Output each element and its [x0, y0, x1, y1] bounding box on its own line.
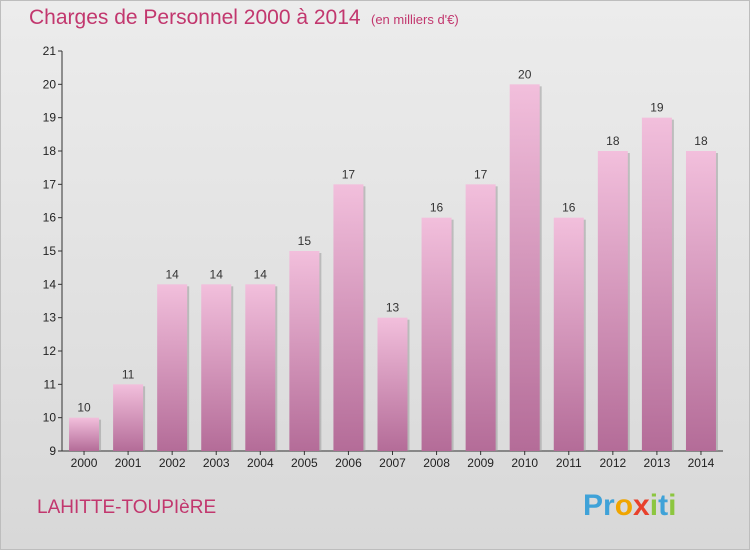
x-tick-label: 2011	[556, 456, 582, 470]
x-tick-label: 2009	[467, 456, 494, 470]
bar-value-label: 18	[606, 134, 620, 148]
y-tick-label: 18	[43, 144, 57, 158]
x-tick-label: 2010	[511, 456, 538, 470]
proxiti-logo: Proxiti	[583, 489, 676, 523]
x-tick-label: 2000	[71, 456, 98, 470]
y-tick-label: 10	[43, 411, 57, 425]
bar	[113, 384, 144, 451]
x-tick-label: 2005	[291, 456, 318, 470]
bar	[465, 184, 496, 452]
bar-value-label: 14	[210, 267, 224, 281]
y-tick-label: 16	[43, 211, 57, 225]
bar	[157, 284, 188, 451]
logo-letter: i	[668, 489, 677, 522]
x-tick-label: 2004	[247, 456, 274, 470]
bar-value-label: 14	[254, 267, 268, 281]
chart-subtitle: (en milliers d'€)	[371, 12, 459, 27]
logo-letter: P	[583, 489, 604, 522]
y-tick-label: 20	[43, 77, 57, 91]
bar-value-label: 15	[298, 234, 312, 248]
x-tick-label: 2006	[335, 456, 362, 470]
bar	[69, 417, 100, 451]
bar-value-label: 20	[518, 67, 532, 81]
bar	[509, 84, 540, 451]
bar-value-label: 14	[165, 267, 179, 281]
x-tick-label: 2002	[159, 456, 186, 470]
y-tick-label: 17	[43, 177, 57, 191]
y-tick-label: 21	[43, 44, 57, 58]
bar-value-label: 13	[386, 301, 400, 315]
logo-letter: i	[649, 489, 659, 522]
y-tick-label: 15	[43, 244, 57, 258]
bar-value-label: 18	[694, 134, 708, 148]
logo-letter: t	[658, 489, 669, 522]
bar	[377, 317, 408, 451]
bar-value-label: 11	[122, 367, 135, 381]
bar	[421, 217, 452, 451]
bar-value-label: 16	[430, 201, 444, 215]
bar-value-label: 19	[650, 101, 664, 115]
logo-letter: r	[603, 489, 615, 522]
y-tick-label: 11	[44, 377, 57, 391]
bar-value-label: 17	[342, 167, 356, 181]
y-tick-label: 13	[43, 311, 57, 325]
bar	[245, 284, 276, 451]
x-tick-label: 2001	[115, 456, 142, 470]
y-tick-label: 14	[43, 277, 57, 291]
x-tick-label: 2003	[203, 456, 230, 470]
bar-value-label: 10	[77, 401, 91, 415]
bar	[289, 251, 320, 451]
bar	[333, 184, 364, 452]
commune-name: LAHITTE-TOUPIèRE	[37, 497, 217, 518]
x-tick-label: 2008	[423, 456, 450, 470]
logo-letter: x	[633, 489, 650, 522]
bar	[201, 284, 232, 451]
bar	[597, 151, 628, 451]
x-tick-label: 2007	[379, 456, 406, 470]
bar-value-label: 17	[474, 167, 488, 181]
logo-letter: o	[614, 489, 634, 522]
bar	[641, 117, 672, 452]
x-tick-label: 2013	[644, 456, 671, 470]
x-tick-label: 2012	[599, 456, 626, 470]
y-tick-label: 19	[43, 111, 57, 125]
chart-title: Charges de Personnel 2000 à 2014	[29, 6, 361, 29]
bar-value-label: 16	[562, 201, 576, 215]
x-tick-label: 2014	[688, 456, 715, 470]
bar	[685, 151, 716, 451]
bar	[553, 217, 584, 451]
y-tick-label: 12	[43, 344, 57, 358]
y-tick-label: 9	[49, 444, 56, 458]
